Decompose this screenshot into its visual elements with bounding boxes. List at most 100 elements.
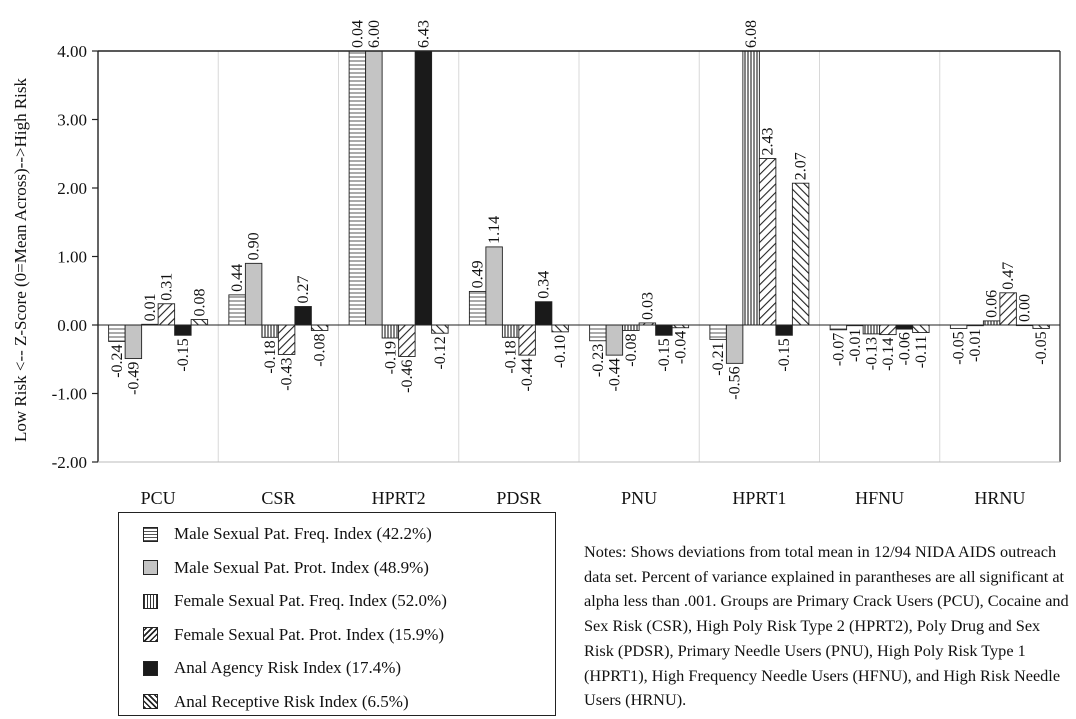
bar-value-label: 6.00 xyxy=(366,20,383,48)
category-label: CSR xyxy=(261,488,295,508)
bar xyxy=(348,50,367,326)
category-label: HPRT1 xyxy=(732,488,786,508)
legend-swatch xyxy=(143,593,158,609)
y-tick-label: 2.00 xyxy=(57,179,87,198)
bar-value-label: -0.01 xyxy=(847,329,864,362)
legend-swatch xyxy=(143,560,158,575)
bar-value-label: 0.27 xyxy=(295,276,312,304)
bar xyxy=(758,158,777,326)
legend-label: Female Sexual Pat. Freq. Index (52.0%) xyxy=(174,591,447,610)
bar xyxy=(709,324,727,340)
y-axis-title: Low Risk <-- Z-Score (0=Mean Across)-->H… xyxy=(11,78,30,442)
bar xyxy=(912,324,930,333)
bar xyxy=(949,324,968,329)
bar-value-label: -0.14 xyxy=(880,338,897,371)
bar xyxy=(829,324,848,331)
bar-value-label: -0.05 xyxy=(951,331,968,364)
bar-value-label: 0.01 xyxy=(142,293,159,321)
bar-value-label: -0.08 xyxy=(312,333,329,366)
bar xyxy=(277,324,296,355)
legend-item: Female Sexual Pat. Freq. Index (52.0%) xyxy=(143,591,447,611)
bar-value-label: 0.90 xyxy=(246,232,263,260)
bar xyxy=(124,324,143,360)
bar xyxy=(157,303,176,326)
bar xyxy=(725,324,744,364)
category-label: HPRT2 xyxy=(372,488,426,508)
category-label: PDSR xyxy=(496,488,541,508)
bar xyxy=(294,306,312,326)
legend: Male Sexual Pat. Freq. Index (42.2%) Male… xyxy=(118,512,556,716)
bar-value-label: 2.43 xyxy=(760,128,777,156)
bar xyxy=(895,324,914,330)
bar-value-label: -0.01 xyxy=(967,329,984,362)
category-label: PNU xyxy=(621,488,657,508)
bar-value-label: -0.13 xyxy=(863,337,880,370)
bar-value-label: -0.46 xyxy=(399,360,416,393)
legend-label: Male Sexual Pat. Freq. Index (42.2%) xyxy=(174,524,432,543)
bar-value-label: -0.11 xyxy=(913,336,930,369)
bar-value-label: -0.18 xyxy=(262,340,279,373)
notes-text: Notes: Shows deviations from total mean … xyxy=(584,542,1069,710)
bar xyxy=(174,324,192,336)
bar-value-label: 2.07 xyxy=(793,152,810,180)
bar xyxy=(228,294,246,326)
bar xyxy=(365,50,383,326)
bar xyxy=(982,320,1001,326)
bar-value-label: -0.15 xyxy=(175,338,192,371)
category-label: HFNU xyxy=(855,488,904,508)
bar xyxy=(534,301,553,326)
bar-value-label: -0.18 xyxy=(503,340,520,373)
bar xyxy=(791,182,810,326)
category-label: HRNU xyxy=(974,488,1025,508)
bar xyxy=(468,290,487,326)
bar xyxy=(1032,324,1050,329)
y-tick-label: -1.00 xyxy=(52,385,87,404)
bar xyxy=(742,50,760,326)
legend-item: Female Sexual Pat. Prot. Index (15.9%) xyxy=(143,625,444,645)
bar-value-label: 0.04 xyxy=(349,20,366,48)
bar xyxy=(655,324,673,336)
bar-value-label: 0.00 xyxy=(1017,294,1034,322)
legend-swatch xyxy=(143,660,158,676)
legend-item: Anal Receptive Risk Index (6.5%) xyxy=(143,692,409,712)
bar xyxy=(381,324,400,339)
bar xyxy=(605,324,624,356)
legend-item: Anal Agency Risk Index (17.4%) xyxy=(143,658,401,678)
legend-item: Male Sexual Pat. Prot. Index (48.9%) xyxy=(143,558,429,578)
bar xyxy=(414,50,433,326)
category-label: PCU xyxy=(141,488,176,508)
bar-value-label: -0.24 xyxy=(109,344,126,377)
bar-value-label: -0.44 xyxy=(606,358,623,391)
y-tick-label: 1.00 xyxy=(57,248,87,267)
bar-value-label: -0.07 xyxy=(830,333,847,366)
bar-value-label: -0.15 xyxy=(776,338,793,371)
bar-value-label: -0.19 xyxy=(382,341,399,374)
bar-value-label: -0.08 xyxy=(623,333,640,366)
bar xyxy=(999,292,1017,326)
bar-value-label: -0.10 xyxy=(552,335,569,368)
bar-value-label: 0.49 xyxy=(470,260,487,288)
bar-value-label: -0.49 xyxy=(125,362,142,395)
bar xyxy=(108,324,126,342)
bar-value-label: 6.08 xyxy=(743,20,760,48)
bar-value-label: -0.21 xyxy=(710,342,727,375)
bar-value-label: -0.43 xyxy=(279,357,296,390)
bar xyxy=(589,324,607,342)
legend-label: Female Sexual Pat. Prot. Index (15.9%) xyxy=(174,624,445,644)
bar-value-label: 0.34 xyxy=(536,271,553,299)
legend-label: Male Sexual Pat. Prot. Index (48.9%) xyxy=(174,557,429,577)
bar xyxy=(261,324,279,338)
bar xyxy=(775,324,793,336)
bar-value-label: 0.44 xyxy=(229,264,246,292)
legend-swatch xyxy=(143,627,158,642)
bar xyxy=(622,324,640,331)
bar xyxy=(244,262,263,326)
bar xyxy=(485,246,503,326)
bar-value-label: 0.31 xyxy=(158,273,175,301)
bar xyxy=(879,324,897,336)
legend-label: Anal Agency Risk Index (17.4%) xyxy=(174,658,402,677)
y-tick-label: 3.00 xyxy=(57,111,87,130)
y-tick-label: 4.00 xyxy=(57,42,87,61)
bar xyxy=(310,324,329,331)
bar-value-label: 0.06 xyxy=(984,290,1001,318)
